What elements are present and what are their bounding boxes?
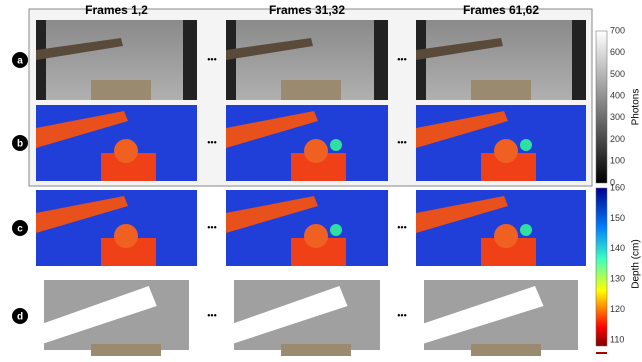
image-panel (36, 276, 197, 356)
row-badge (12, 52, 28, 68)
dark-edge (416, 20, 426, 100)
column-title: Frames 1,2 (85, 3, 148, 17)
debris (520, 139, 532, 151)
dark-edge (183, 20, 197, 100)
hammer-depth (36, 111, 128, 148)
tick-label: 500 (610, 69, 625, 79)
tick-label: 120 (610, 304, 625, 314)
ellipsis: ••• (207, 54, 216, 64)
object-depth (114, 139, 138, 163)
tick-label: 110 (610, 334, 624, 344)
image-panel (36, 105, 197, 181)
dark-edge (36, 20, 46, 100)
colorbar-label: Depth (cm) (631, 239, 642, 288)
table (91, 80, 151, 100)
object-depth (304, 224, 328, 248)
image-panel (226, 20, 388, 100)
row-label: c (17, 224, 23, 235)
ellipsis: ••• (207, 137, 216, 147)
ellipsis: ••• (207, 310, 216, 320)
column-title: Frames 31,32 (269, 3, 345, 17)
hammer-depth (416, 111, 508, 148)
tick-label: 0 (610, 177, 615, 187)
image-panel (226, 105, 388, 181)
tick-label: 140 (610, 243, 625, 253)
image-panel (36, 20, 197, 100)
tick-label: 300 (610, 112, 625, 122)
hammer (226, 38, 313, 60)
image-panel (416, 20, 586, 100)
tick-label: 150 (610, 213, 625, 223)
white-fill (36, 286, 157, 346)
dark-edge (226, 20, 236, 100)
row-badge (12, 308, 28, 324)
column-title: Frames 61,62 (463, 3, 539, 17)
hammer (36, 38, 123, 60)
ellipsis: ••• (397, 222, 406, 232)
object-depth (304, 139, 328, 163)
tick-label: 160 (610, 182, 625, 192)
debris (520, 224, 532, 236)
dark-edge (374, 20, 388, 100)
row-label: b (17, 139, 23, 150)
tick-label: 100 (610, 156, 625, 166)
image-panel (416, 105, 586, 181)
white-fill (416, 286, 544, 346)
row-label: d (17, 312, 23, 323)
hammer-depth (226, 196, 318, 233)
hammer-depth (36, 196, 128, 233)
ellipsis: ••• (207, 222, 216, 232)
table (91, 344, 161, 356)
tick-label: 600 (610, 47, 625, 57)
image-panel (416, 276, 586, 356)
object-depth (114, 224, 138, 248)
image-panel (36, 190, 197, 266)
dark-edge (572, 20, 586, 100)
hammer-depth (416, 196, 508, 233)
debris (330, 224, 342, 236)
table (281, 80, 341, 100)
tick-label: 200 (610, 134, 625, 144)
table (471, 80, 531, 100)
colorbar-label: Photons (631, 89, 642, 126)
row-badge (12, 220, 28, 236)
row-label: a (17, 56, 23, 67)
ellipsis: ••• (397, 310, 406, 320)
row-badge (12, 135, 28, 151)
table (281, 344, 351, 356)
hammer-depth (226, 111, 318, 148)
tick-label: 130 (610, 274, 625, 284)
image-panel (226, 276, 388, 356)
object-depth (494, 139, 518, 163)
tick-label: 400 (610, 91, 625, 101)
photon-colorbar (595, 30, 608, 184)
depth-colorbar (595, 187, 608, 347)
object-depth (494, 224, 518, 248)
tick-label: 700 (610, 25, 625, 35)
debris (330, 139, 342, 151)
image-panel (226, 190, 388, 266)
ellipsis: ••• (397, 137, 406, 147)
white-fill (226, 286, 348, 346)
image-panel (416, 190, 586, 266)
ellipsis: ••• (397, 54, 406, 64)
hammer (416, 38, 503, 60)
table (471, 344, 541, 356)
